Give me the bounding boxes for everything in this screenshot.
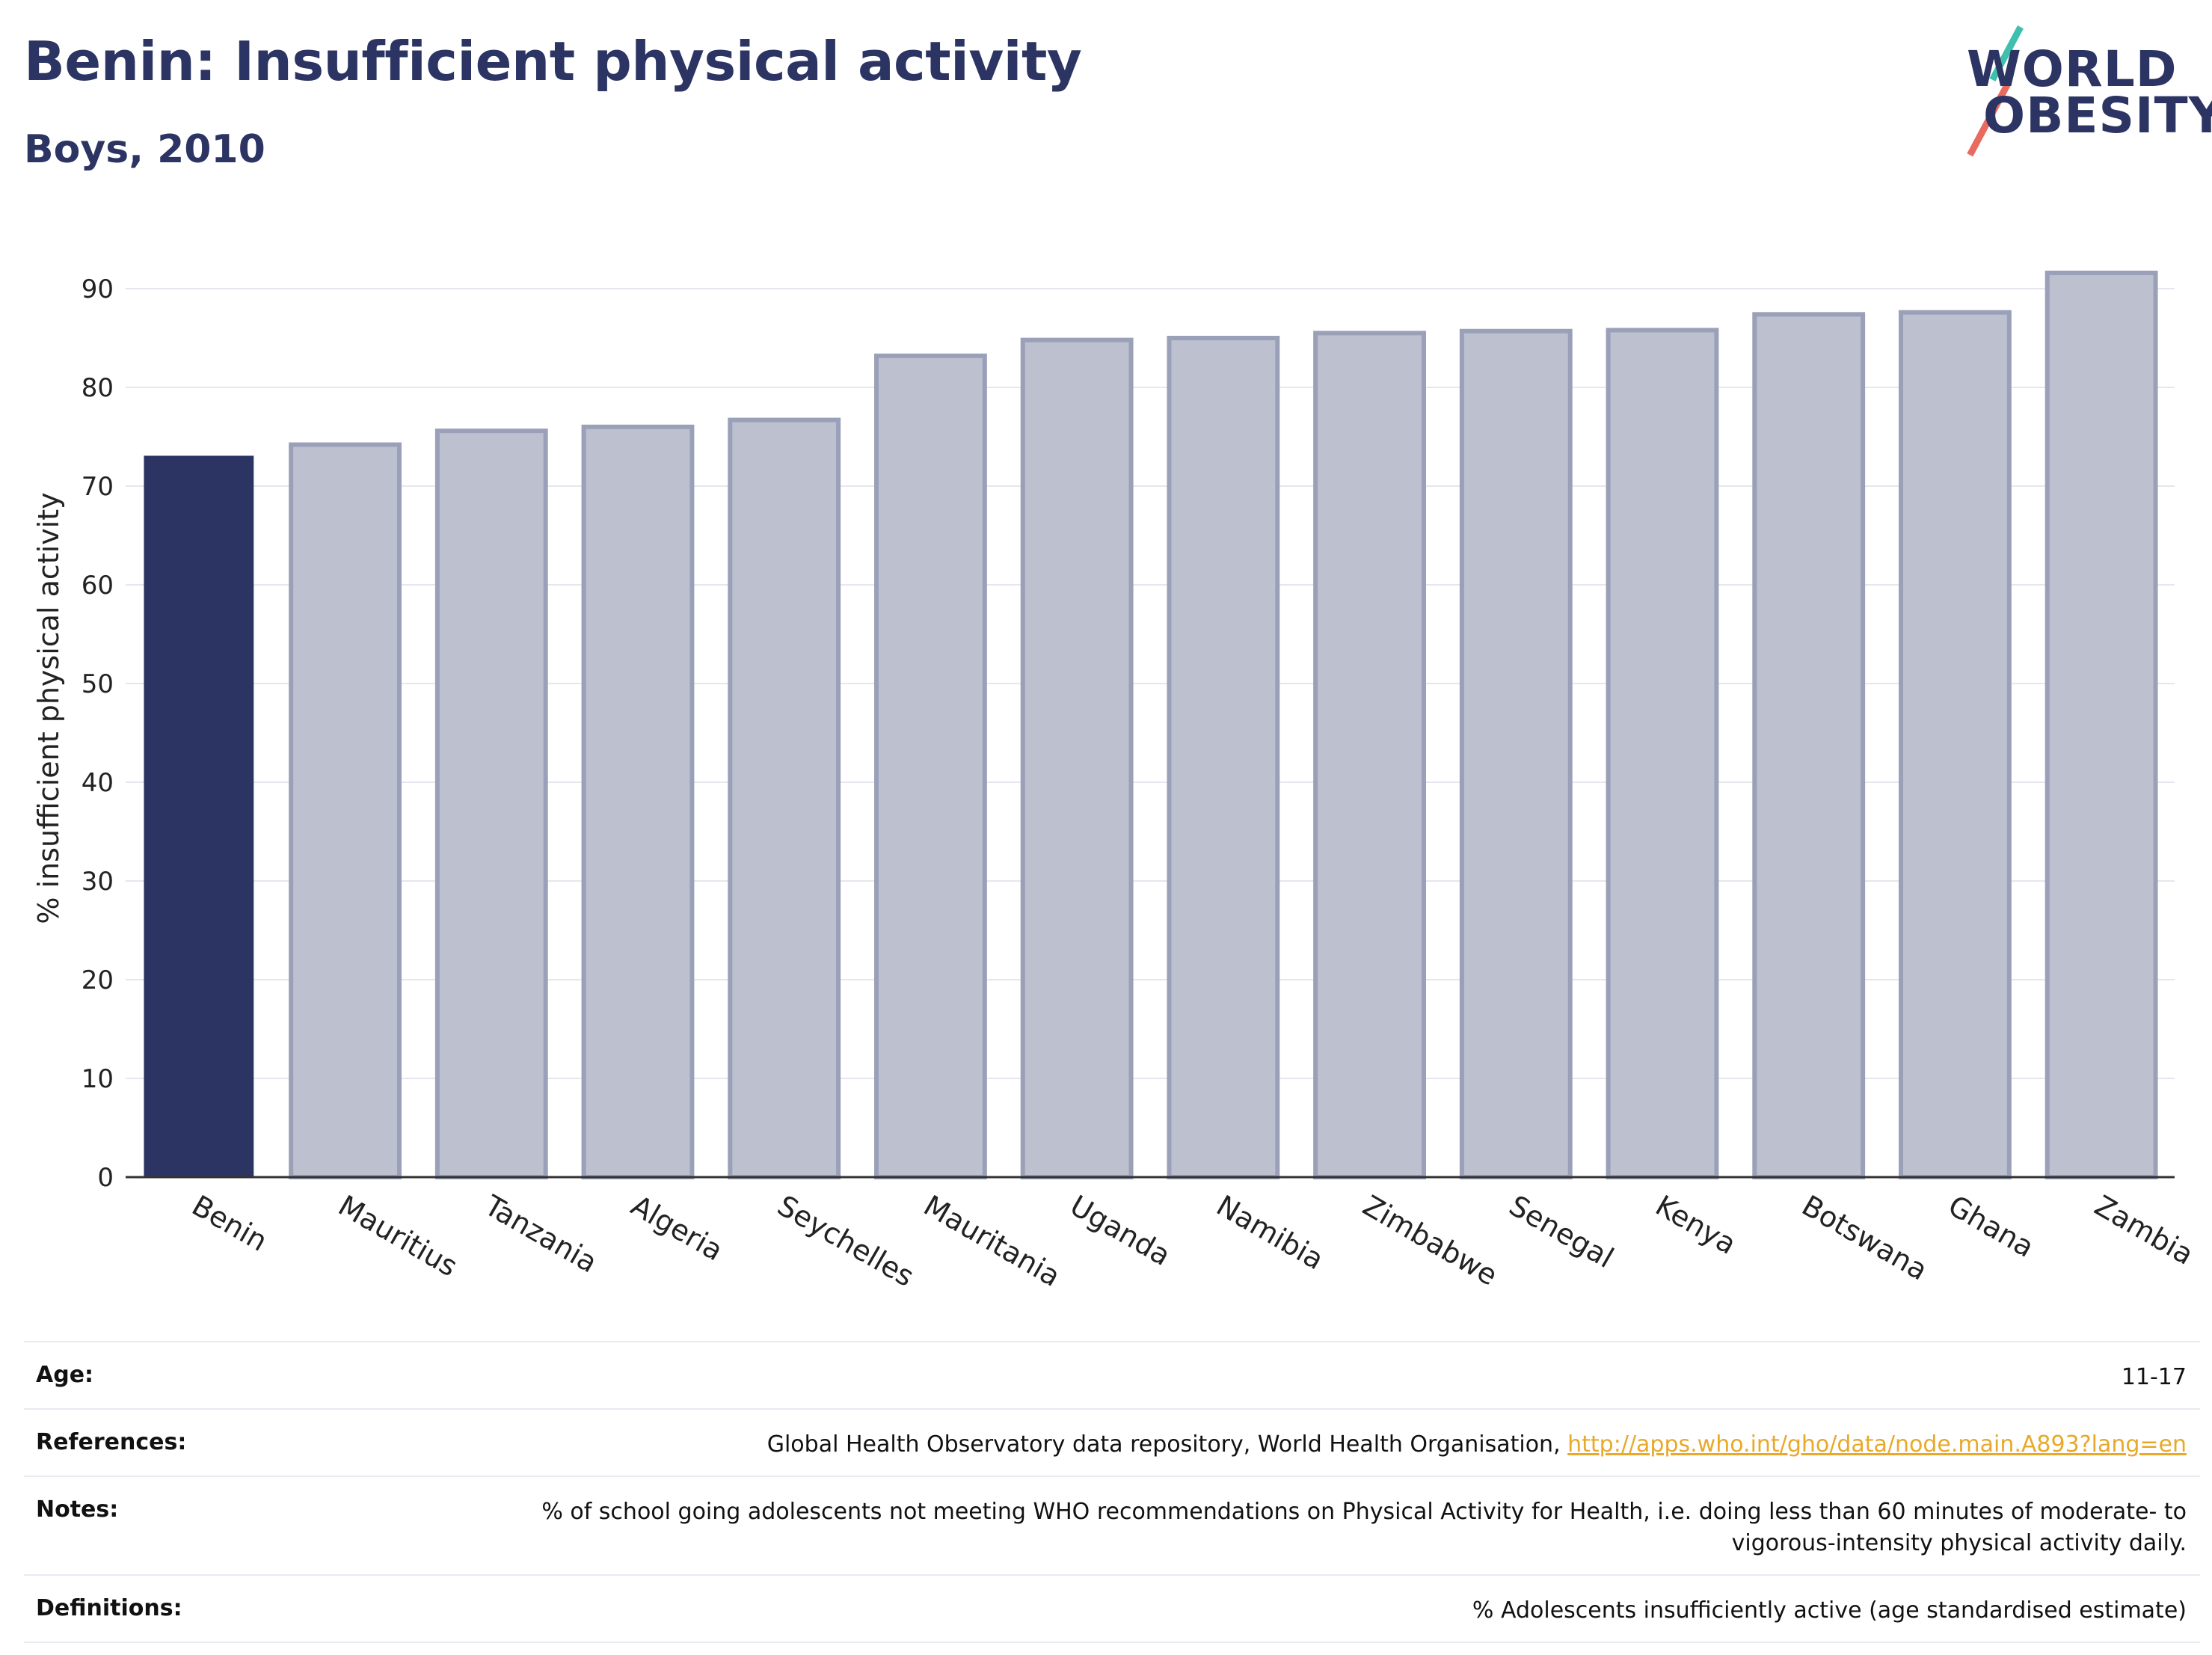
chart-title: Benin: Insufficient physical activity [24,30,1082,93]
bar-namibia[interactable] [1167,336,1280,1179]
y-axis-ticks: 0 10 20 30 40 50 60 70 80 90 [82,274,114,1193]
meta-label: Age: [36,1362,94,1388]
y-tick-label: 90 [82,274,114,304]
logo-line-1: WORLD [1967,40,2178,98]
y-tick-label: 20 [82,965,114,995]
x-tick-label: Mauritius [333,1189,463,1283]
gridlines [126,288,2175,1079]
chart-subtitle: Boys, 2010 [24,127,265,172]
meta-row: References: Global Health Observatory dat… [24,1408,2200,1476]
meta-label: Notes: [36,1496,119,1523]
meta-row: Notes: % of school going adolescents not … [24,1476,2200,1574]
x-tick-label: Seychelles [772,1189,919,1293]
y-axis-title: % insufficient physical activity [32,492,65,924]
x-tick-label: Mauritania [918,1189,1066,1293]
meta-value-text: Global Health Observatory data repositor… [766,1431,1568,1458]
bar-benin[interactable] [144,455,254,1178]
bar-zimbabwe[interactable] [1313,331,1426,1179]
bar-seychelles[interactable] [728,417,841,1179]
y-tick-label: 70 [82,472,114,502]
x-tick-label: Zimbabwe [1357,1189,1503,1292]
x-tick-label: Ghana [1943,1189,2040,1264]
x-tick-label: Zambia [2089,1189,2199,1271]
x-tick-label: Uganda [1065,1189,1176,1272]
x-tick-label: Benin [186,1189,273,1258]
y-tick-label: 0 [97,1163,114,1193]
meta-label: References: [36,1429,187,1455]
y-tick-label: 40 [82,768,114,798]
meta-value: 11-17 [2122,1362,2187,1393]
metadata-table: Age: 11-17 References: Global Health Observ… [24,1341,2200,1643]
reference-link[interactable]: http://apps.who.int/gho/data/node.main.A… [1567,1431,2187,1458]
bar-uganda[interactable] [1020,337,1134,1179]
bar-kenya[interactable] [1606,328,1719,1180]
y-tick-label: 60 [82,571,114,601]
x-tick-label: Namibia [1211,1189,1329,1277]
y-tick-label: 50 [82,669,114,699]
bar-mauritius[interactable] [289,442,402,1179]
x-tick-label: Tanzania [479,1188,603,1279]
logo-line-2: OBESITY [1983,87,2212,144]
x-tick-label: Senegal [1504,1189,1619,1275]
x-tick-label: Botswana [1796,1189,1933,1287]
meta-value: % of school going adolescents not meetin… [467,1496,2187,1559]
meta-value: Global Health Observatory data repositor… [767,1429,2187,1461]
meta-value: % Adolescents insufficiently active (age… [1472,1595,2187,1627]
meta-value-text: 11-17 [2121,1364,2187,1390]
bar-senegal[interactable] [1459,328,1573,1179]
world-obesity-logo[interactable]: WORLD OBESITY [1944,21,2212,163]
meta-row: Age: 11-17 [24,1341,2200,1408]
meta-row: Definitions: % Adolescents insufficiently… [24,1574,2200,1643]
meta-value-text: % Adolescents insufficiently active (age… [1472,1597,2187,1624]
x-tick-label: Kenya [1650,1189,1742,1261]
bar-chart: 0 10 20 30 40 50 60 70 80 90 Benin Mauritius Tanzan… [32,270,2199,1293]
y-tick-label: 80 [82,373,114,403]
x-tick-label: Algeria [626,1189,729,1268]
bar-ghana[interactable] [1899,310,2012,1179]
bar-tanzania[interactable] [434,429,548,1179]
bar-botswana[interactable] [1752,312,1866,1180]
meta-label: Definitions: [36,1595,182,1621]
meta-value-text: % of school going adolescents not meetin… [541,1499,2187,1556]
bars [144,270,2158,1180]
bar-algeria[interactable] [581,424,695,1179]
bar-zambia[interactable] [2044,270,2158,1179]
y-tick-label: 30 [82,867,114,897]
x-axis-ticks: Benin Mauritius Tanzania Algeria SeychellesM… [186,1188,2199,1293]
y-tick-label: 10 [82,1064,114,1094]
bar-mauritania[interactable] [874,353,987,1179]
